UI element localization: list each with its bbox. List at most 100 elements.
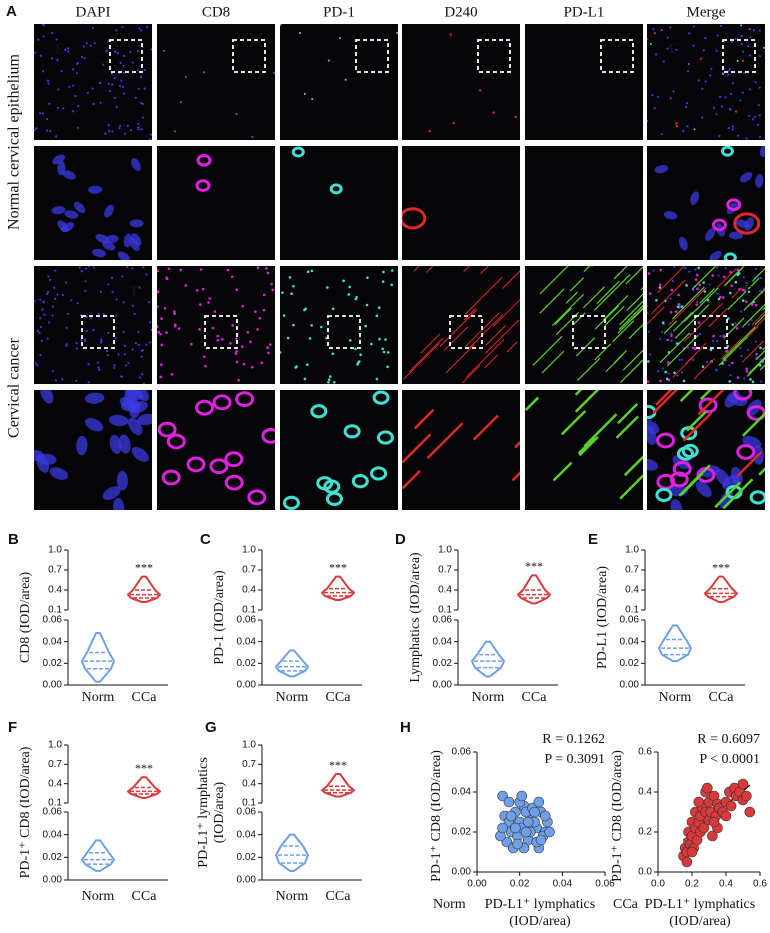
cell-signal xyxy=(677,293,681,297)
y-tick-label: 1.0 xyxy=(242,740,256,751)
vessel-signal xyxy=(443,326,469,352)
image-tile xyxy=(157,24,275,140)
cell-signal xyxy=(728,108,731,111)
cell-signal xyxy=(198,303,202,306)
nucleus xyxy=(647,458,659,471)
cell-signal xyxy=(48,278,52,281)
cell-signal xyxy=(75,342,78,345)
cell-signal xyxy=(133,313,136,316)
cell-signal xyxy=(719,95,722,99)
cell-signal xyxy=(688,270,691,273)
cell-signal xyxy=(87,363,90,366)
cell-signal xyxy=(290,292,293,296)
cell-signal xyxy=(64,48,67,51)
cell-signal xyxy=(249,340,252,344)
cell-signal xyxy=(41,112,44,115)
x-axis-label: PD-L1⁺ lymphatics xyxy=(485,897,595,912)
cell-signal xyxy=(203,355,206,358)
cell-ring xyxy=(711,218,727,232)
cell-signal xyxy=(728,67,731,71)
cell-signal xyxy=(43,313,46,316)
cell-signal xyxy=(366,276,369,279)
cell-signal xyxy=(666,361,670,364)
zoom-box xyxy=(572,315,606,349)
nucleus xyxy=(102,486,121,501)
cell-signal xyxy=(131,304,134,307)
cell-signal xyxy=(226,268,230,272)
scatter-point xyxy=(686,846,698,858)
cell-signal xyxy=(727,127,730,130)
vessel-signal xyxy=(746,357,765,377)
vessel-signal xyxy=(511,471,520,482)
cell-signal xyxy=(752,29,755,32)
nucleus xyxy=(739,172,753,183)
cell-signal xyxy=(763,46,765,49)
cell-signal xyxy=(730,284,734,288)
nucleus xyxy=(108,414,129,427)
cell-signal xyxy=(120,375,123,378)
cell-signal xyxy=(684,105,688,109)
cell-signal xyxy=(676,305,680,309)
cell-ring xyxy=(196,154,212,167)
y-tick-label: 0.02 xyxy=(620,658,640,669)
cell-signal xyxy=(122,64,125,68)
cell-signal xyxy=(722,334,726,338)
vessel-signal xyxy=(539,266,569,295)
vessel-signal xyxy=(574,390,600,413)
y-tick-label: 0.7 xyxy=(242,759,256,770)
vessel-signal xyxy=(464,277,503,315)
y-tick-label: 0.4 xyxy=(242,585,256,596)
cell-signal xyxy=(149,138,152,140)
cell-signal xyxy=(157,305,159,308)
scatter-point xyxy=(744,806,756,818)
cell-signal xyxy=(119,61,122,64)
cell-signal xyxy=(136,50,140,53)
cell-signal xyxy=(670,288,674,292)
cell-signal xyxy=(647,360,650,363)
cell-signal xyxy=(305,363,309,367)
vessel-signal xyxy=(560,410,587,436)
cell-signal xyxy=(160,363,163,366)
cell-signal xyxy=(660,330,664,333)
cell-signal xyxy=(696,300,699,303)
cell-signal xyxy=(160,317,163,320)
cell-signal xyxy=(177,327,181,330)
cell-signal xyxy=(271,288,275,292)
cell-signal xyxy=(281,291,284,294)
cell-signal xyxy=(753,115,757,118)
image-content xyxy=(51,154,144,260)
cell-signal xyxy=(754,303,758,307)
cell-signal xyxy=(38,331,41,335)
vessel-signal xyxy=(666,335,699,367)
cell-ring xyxy=(261,427,275,444)
vessel-signal xyxy=(485,325,507,346)
y-tick-label: 0.4 xyxy=(48,778,62,789)
cell-signal xyxy=(53,286,56,289)
cell-signal xyxy=(273,72,275,75)
cell-signal xyxy=(670,334,673,338)
x-tick-label: Norm xyxy=(659,690,692,705)
y-axis-label: PD-1⁺ CD8 (IOD/area) xyxy=(18,746,33,878)
cell-signal xyxy=(740,354,743,357)
cell-signal xyxy=(647,272,651,275)
scatter-point xyxy=(497,822,508,834)
cell-signal xyxy=(675,48,678,51)
y-tick-label: 0.4 xyxy=(438,585,452,596)
cell-signal xyxy=(759,276,762,279)
cell-signal xyxy=(747,323,750,326)
scatter-point xyxy=(510,822,521,834)
x-axis-label: PD-L1⁺ lymphatics xyxy=(645,897,755,912)
cell-signal xyxy=(751,380,755,384)
cell-signal xyxy=(703,290,707,293)
x-tick-label: 0.00 xyxy=(467,879,487,890)
cell-signal xyxy=(747,348,750,351)
cell-signal xyxy=(682,379,686,383)
cell-signal xyxy=(72,84,75,87)
cell-signal xyxy=(122,92,126,95)
vessel-signal xyxy=(714,481,741,509)
cell-signal xyxy=(729,291,732,295)
x-tick-label: 0.0 xyxy=(651,879,665,890)
vessel-signal xyxy=(593,274,631,311)
cell-signal xyxy=(709,348,713,352)
